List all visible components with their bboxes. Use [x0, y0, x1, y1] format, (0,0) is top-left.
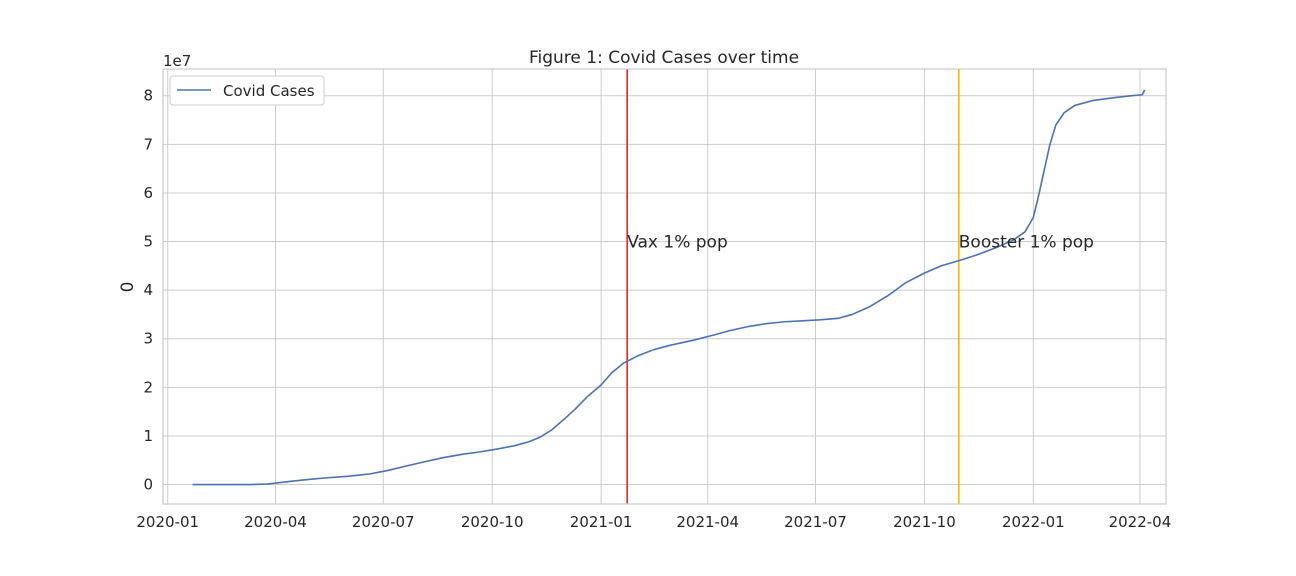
x-tick-label: 2021-10	[893, 513, 956, 531]
x-tick-label: 2021-01	[570, 513, 633, 531]
x-tick-label: 2022-04	[1109, 513, 1172, 531]
y-offset-text: 1e7	[163, 52, 191, 70]
event-annotation: Booster 1% pop	[959, 233, 1094, 253]
plot-frame	[162, 68, 1167, 505]
plot-background	[163, 69, 1166, 504]
event-annotation: Vax 1% pop	[627, 233, 728, 253]
y-tick-label: 0	[143, 476, 153, 494]
chart-title: Figure 1: Covid Cases over time	[529, 48, 799, 68]
grid	[163, 69, 1166, 504]
x-tick-label: 2022-01	[1002, 513, 1065, 531]
y-tick-label: 1	[143, 427, 153, 445]
y-tick-label: 6	[143, 184, 153, 202]
x-tick-label: 2020-01	[136, 513, 199, 531]
legend-box	[169, 75, 325, 106]
series-line-covid-cases	[192, 89, 1146, 486]
x-tick-label: 2020-04	[244, 513, 307, 531]
y-tick-label: 7	[143, 135, 153, 153]
x-tick-label: 2021-07	[784, 513, 847, 531]
series-layer	[192, 89, 1146, 486]
x-tick-labels: 2020-01 2020-04 2020-07 2020-10 2021-01 2021-…	[136, 513, 1171, 531]
event-lines	[626, 69, 960, 504]
y-axis-label: 0	[118, 282, 138, 293]
y-tick-label: 2	[143, 378, 153, 396]
x-tick-label: 2020-10	[461, 513, 524, 531]
y-tick-label: 3	[143, 330, 153, 348]
annotations: Vax 1% pop Booster 1% pop	[627, 233, 1094, 253]
legend-label: Covid Cases	[223, 82, 315, 100]
y-tick-label: 5	[143, 233, 153, 251]
y-tick-label: 8	[143, 87, 153, 105]
x-tick-label: 2021-04	[676, 513, 739, 531]
y-tick-label: 4	[143, 281, 153, 299]
x-tick-label: 2020-07	[352, 513, 415, 531]
legend: Covid Cases	[169, 75, 325, 106]
y-tick-labels: 0 1 2 3 4 5 6 7 8	[143, 87, 153, 494]
